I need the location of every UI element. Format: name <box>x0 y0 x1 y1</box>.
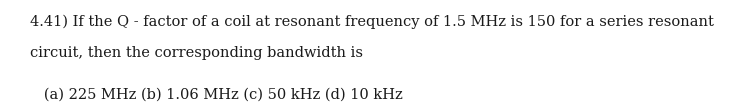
Text: 4.41) If the Q - factor of a coil at resonant frequency of 1.5 MHz is 150 for a : 4.41) If the Q - factor of a coil at res… <box>30 15 714 29</box>
Text: circuit, then the corresponding bandwidth is: circuit, then the corresponding bandwidt… <box>30 46 363 60</box>
Text: (a) 225 MHz (b) 1.06 MHz (c) 50 kHz (d) 10 kHz: (a) 225 MHz (b) 1.06 MHz (c) 50 kHz (d) … <box>30 87 403 101</box>
